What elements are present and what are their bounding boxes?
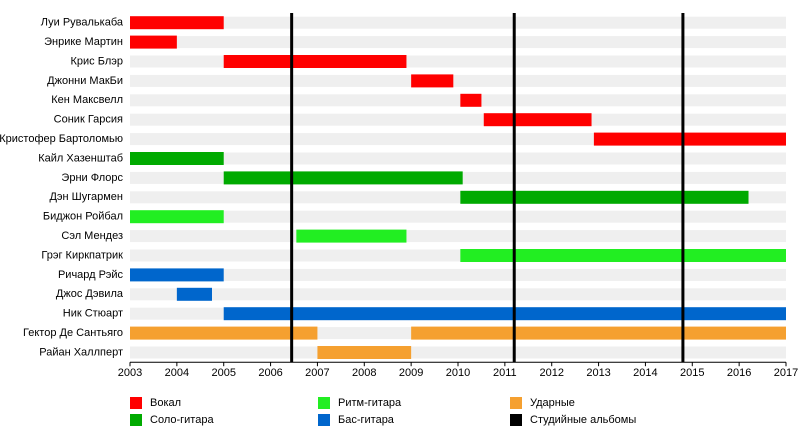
x-tick-label: 2004 <box>165 367 189 379</box>
member-bar <box>460 249 786 262</box>
row-label: Дэн Шугармен <box>49 191 123 203</box>
x-tick-label: 2005 <box>211 367 235 379</box>
row-background <box>130 152 786 165</box>
row-background <box>130 230 786 243</box>
row-label: Грэг Киркпатрик <box>41 249 123 261</box>
row-label: Соник Гарсия <box>54 114 123 126</box>
member-bar <box>130 210 224 224</box>
member-bar <box>411 74 454 88</box>
x-tick-label: 2015 <box>680 367 704 379</box>
x-tick-label: 2010 <box>446 367 470 379</box>
row-label: Энрике Мартин <box>44 36 123 48</box>
row-background <box>130 113 786 126</box>
x-tick-label: 2017 <box>774 367 798 379</box>
x-tick-label: 2014 <box>633 367 657 379</box>
legend-label: Ударные <box>530 397 575 409</box>
member-bar <box>460 93 482 107</box>
row-label: Ник Стюарт <box>63 308 123 320</box>
row-label: Эрни Флорс <box>61 172 123 184</box>
row-label: Кайл Хазенштаб <box>38 152 123 164</box>
row-background <box>130 74 786 87</box>
member-bar <box>460 190 749 204</box>
x-tick-label: 2006 <box>258 367 282 379</box>
x-tick-label: 2009 <box>399 367 423 379</box>
member-bar <box>411 326 786 340</box>
member-bar <box>317 346 412 359</box>
legend-label: Вокал <box>150 397 181 409</box>
row-label: Крис Блэр <box>71 55 123 67</box>
row-background <box>130 346 786 359</box>
row-label: Кристофер Бартоломью <box>0 133 123 145</box>
member-bar <box>223 307 786 321</box>
row-label: Джос Дэвила <box>56 288 124 300</box>
legend-swatch <box>318 414 330 426</box>
row-background <box>130 288 786 301</box>
legend-label: Студийные альбомы <box>530 414 636 426</box>
member-bar <box>176 287 212 301</box>
row-background <box>130 268 786 281</box>
member-bar <box>130 326 318 340</box>
row-background <box>130 94 786 107</box>
row-label: Ричард Рэйс <box>58 269 124 281</box>
row-background <box>130 16 786 29</box>
row-label: Джонни МакБи <box>47 75 123 87</box>
legend-label: Соло-гитара <box>150 414 214 426</box>
x-tick-label: 2013 <box>586 367 610 379</box>
row-label: Луи Рувалькаба <box>41 17 124 29</box>
legend-label: Ритм-гитара <box>338 397 402 409</box>
member-bar <box>593 132 786 146</box>
row-label: Кен Максвелл <box>51 94 123 106</box>
member-bar <box>130 152 224 165</box>
x-tick-label: 2008 <box>352 367 376 379</box>
row-label: Гектор Де Сантьяго <box>23 327 123 339</box>
row-background <box>130 210 786 223</box>
member-bar <box>223 171 463 185</box>
member-bar <box>223 55 407 68</box>
x-tick-label: 2007 <box>305 367 329 379</box>
row-label: Сэл Мендез <box>61 230 123 242</box>
legend-swatch <box>130 397 142 409</box>
legend-label: Бас-гитара <box>338 414 395 426</box>
legend-swatch <box>318 397 330 409</box>
legend-swatch <box>130 414 142 426</box>
member-bar <box>130 16 224 30</box>
row-background <box>130 36 786 49</box>
member-bar <box>130 35 177 49</box>
member-bar <box>130 268 224 282</box>
row-label: Биджон Ройбал <box>43 211 123 223</box>
member-bar <box>483 113 592 127</box>
x-tick-label: 2012 <box>539 367 563 379</box>
x-tick-label: 2011 <box>493 367 517 379</box>
x-tick-label: 2003 <box>118 367 142 379</box>
x-tick-label: 2016 <box>727 367 751 379</box>
legend-swatch <box>510 414 522 426</box>
legend-swatch <box>510 397 522 409</box>
row-label: Райан Халлперт <box>39 346 123 358</box>
member-bar <box>296 229 407 243</box>
